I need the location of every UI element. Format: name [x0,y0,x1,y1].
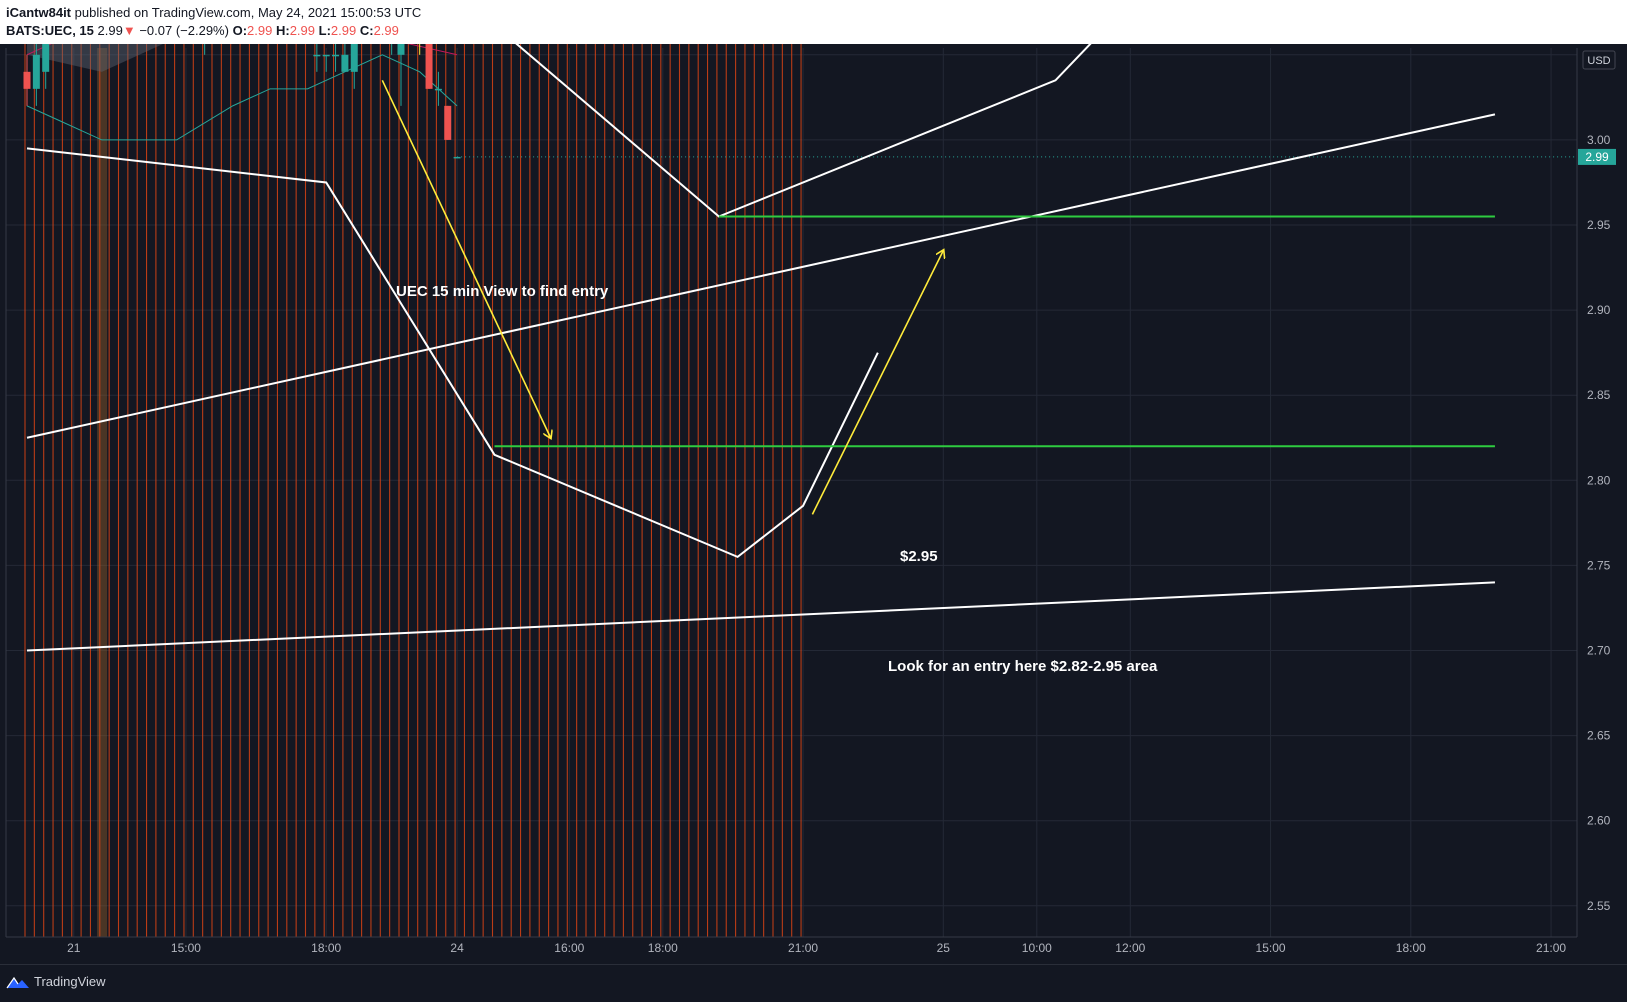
price-change: −0.07 (−2.29%) [139,23,229,38]
x-tick-label: 15:00 [171,941,201,955]
y-tick-label: 2.90 [1587,303,1611,317]
x-tick-label: 10:00 [1022,941,1052,955]
footer-bar: TradingView [0,964,1627,1002]
y-tick-label: 2.85 [1587,388,1611,402]
candle-body [425,44,433,89]
candle-body [23,71,31,89]
symbol-label: BATS:UEC, 15 [6,23,94,38]
tradingview-brand[interactable]: TradingView [6,974,106,989]
currency-badge [1582,50,1616,70]
tradingview-logo-icon [6,976,29,988]
y-tick-label: 2.65 [1587,729,1611,743]
down-triangle-icon: ▼ [122,23,136,38]
y-tick-label: 2.55 [1587,899,1611,913]
candle-body [434,88,442,91]
candle-body [397,44,405,55]
x-tick-label: 18:00 [1396,941,1426,955]
trend-line [26,147,879,559]
close-label: C: [359,23,374,38]
x-tick-label: 24 [450,941,464,955]
trend-line [515,44,1092,218]
y-tick-label: 2.75 [1587,558,1611,572]
direction-arrow [381,79,550,437]
publication-line: iCantw84it published on TradingView.com,… [6,5,421,20]
price-chart[interactable]: 2.55 2.60 2.65 2.70 2.75 2.80 2.85 2.90 2.95 3.00… [0,44,1627,964]
candle-body [322,54,330,57]
candle-body [341,54,349,72]
entry-note: Look for an entry here $2.82-2.95 area [888,658,1158,675]
candle-body [453,156,461,159]
x-tick-label: 18:00 [648,941,678,955]
x-tick-label: 21:00 [788,941,818,955]
direction-arrow [811,251,943,515]
current-price-label: 2.99 [1585,150,1609,164]
candle-body [350,44,358,72]
chart-note-title: UEC 15 min View to find entry [396,283,609,300]
last-price: 2.99 [97,23,123,38]
x-tick-label: 21 [67,941,81,955]
y-tick-label: 2.70 [1587,644,1611,658]
close-value: 2.99 [373,23,399,38]
candle-body [444,105,452,140]
low-label: L: [318,23,331,38]
low-value: 2.99 [330,23,357,38]
candle-body [313,54,321,57]
open-value: 2.99 [247,23,273,38]
published-text: published on TradingView.com, May 24, 20… [74,5,422,20]
author-name[interactable]: iCantw84it [6,5,72,20]
trend-line [26,113,1496,439]
brand-text: TradingView [34,974,106,989]
ichimoku-cloud [27,44,163,72]
publication-header: iCantw84it published on TradingView.com,… [0,0,1627,44]
current-price-badge [1578,148,1616,165]
currency-unit: USD [1587,55,1610,67]
y-tick-label: 2.60 [1587,814,1611,828]
y-tick-label: 3.00 [1587,133,1611,147]
x-tick-label: 15:00 [1256,941,1286,955]
x-tick-label: 21:00 [1536,941,1566,955]
level-note: $2.95 [900,548,938,565]
open-label: O: [232,23,248,38]
candle-body [332,54,340,57]
symbol-ohlc-line: BATS:UEC, 15 2.99▼ −0.07 (−2.29%) O:2.99… [6,23,399,38]
bollinger-lower [26,54,458,141]
high-value: 2.99 [289,23,315,38]
y-tick-label: 2.80 [1587,473,1611,487]
candle-body [32,54,40,89]
x-tick-label: 16:00 [554,941,584,955]
trend-line [26,581,1495,652]
high-label: H: [275,23,290,38]
y-tick-label: 2.95 [1587,218,1611,232]
x-tick-label: 25 [937,941,951,955]
candle-body [42,44,50,72]
x-tick-label: 12:00 [1115,941,1145,955]
session-highlight [97,48,108,937]
x-tick-label: 18:00 [311,941,341,955]
